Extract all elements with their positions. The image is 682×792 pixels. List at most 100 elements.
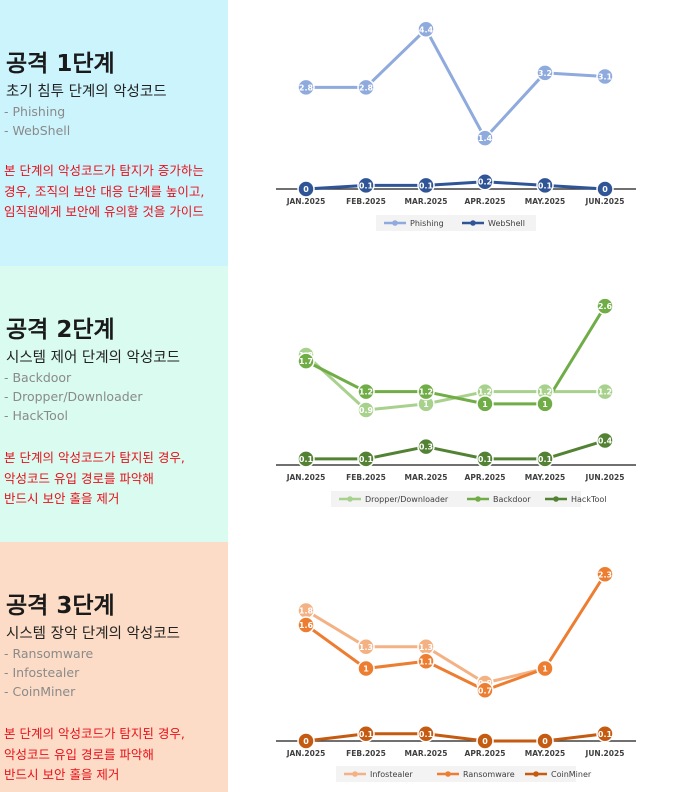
- data-label: 0.1: [359, 730, 374, 739]
- data-marker: [536, 64, 554, 82]
- guidance-line: 본 단계의 악성코드가 탐지가 증가하는: [4, 163, 204, 178]
- stage-1-malware-list: - Phishing - WebShell: [4, 102, 70, 140]
- legend-label: Backdoor: [493, 495, 531, 504]
- data-label: 1.2: [478, 388, 492, 397]
- guidance-line: 반드시 보안 홀을 제거: [4, 491, 120, 506]
- data-label: 1: [363, 665, 369, 674]
- data-point: 1.2: [596, 382, 614, 401]
- data-marker: [536, 395, 554, 413]
- stage-2-guidance: 본 단계의 악성코드가 탐지된 경우, 악성코드 유입 경로를 파악해 반드시 …: [4, 448, 185, 510]
- x-tick-label: JAN.2025: [286, 473, 326, 482]
- data-point: 0.3: [417, 437, 435, 456]
- legend-label: WebShell: [488, 219, 525, 228]
- data-point: 1.6: [297, 616, 315, 634]
- data-point: 0.1: [417, 176, 435, 195]
- data-marker: [297, 180, 315, 198]
- data-point: 0.1: [357, 176, 375, 195]
- list-item: - Ransomware: [4, 646, 94, 661]
- data-label: 1.7: [299, 357, 313, 366]
- x-tick-label: JUN.2025: [585, 749, 625, 758]
- data-point: 0.1: [596, 725, 614, 743]
- data-point: 0.1: [357, 450, 375, 468]
- data-label: 1.4: [478, 134, 493, 143]
- chart-legend: Phishing WebShell: [376, 215, 536, 231]
- data-point: 0: [596, 180, 614, 198]
- data-label: 0.1: [478, 455, 493, 464]
- data-marker: [476, 450, 494, 468]
- data-label: 0.1: [538, 455, 553, 464]
- data-marker: [357, 78, 375, 97]
- x-tick-label: JAN.2025: [286, 749, 326, 758]
- data-label: 0.4: [598, 437, 613, 446]
- legend-marker: [352, 771, 358, 777]
- data-label: 0: [542, 737, 548, 746]
- legend-label: Phishing: [410, 219, 444, 228]
- stage-3-panel: 공격 3단계 시스템 장악 단계의 악성코드 - Ransomware - In…: [0, 542, 228, 792]
- legend-item: WebShell: [462, 219, 525, 228]
- data-marker: [357, 638, 375, 656]
- data-label: 1.3: [359, 643, 373, 652]
- stage-2-title: 공격 2단계: [6, 317, 115, 343]
- stage-1-line-chart: JAN.2025 FEB.2025 MAR.2025 APR.2025 MAY.2025…: [276, 20, 636, 231]
- stage-1-panel: 공격 1단계 초기 침투 단계의 악성코드 - Phishing - WebSh…: [0, 0, 228, 266]
- data-point: 0.7: [476, 681, 494, 699]
- data-point: 1.3: [417, 638, 435, 656]
- data-point: 1.4: [476, 129, 494, 147]
- data-marker: [297, 616, 315, 634]
- stage-2-line-chart: JAN.2025 FEB.2025 MAR.2025 APR.2025 MAY.2025…: [276, 297, 636, 507]
- stage-2-malware-list: - Backdoor - Dropper/Downloader - HackTo…: [4, 368, 143, 425]
- legend-item: Dropper/Downloader: [339, 495, 449, 504]
- legend-item: Phishing: [384, 219, 444, 228]
- data-marker: [357, 450, 375, 468]
- data-label: 1.3: [419, 643, 433, 652]
- guidance-line: 악성코드 유입 경로를 파악해: [4, 470, 154, 486]
- series-line-backdoor: [305, 305, 607, 406]
- data-marker: [536, 450, 554, 468]
- data-marker: [417, 725, 435, 743]
- data-label: 1.6: [299, 621, 314, 630]
- x-tick-label: FEB.2025: [346, 749, 386, 758]
- data-marker: [596, 725, 614, 743]
- x-tick-label: MAY.2025: [525, 473, 565, 482]
- data-point: 2.6: [596, 297, 614, 315]
- data-marker: [417, 437, 435, 456]
- data-marker: [536, 659, 554, 678]
- legend-marker: [347, 496, 353, 502]
- legend-marker: [470, 220, 476, 226]
- data-marker: [476, 172, 494, 191]
- data-point: 1.3: [357, 638, 375, 656]
- legend-label: Dropper/Downloader: [365, 495, 449, 504]
- legend-label: Infostealer: [370, 770, 413, 779]
- x-tick-label: MAY.2025: [525, 197, 565, 206]
- x-tick-label: JAN.2025: [286, 197, 326, 206]
- data-point: 0.4: [596, 431, 614, 450]
- list-item: - Phishing: [4, 104, 66, 119]
- data-marker: [297, 732, 315, 750]
- data-marker: [417, 176, 435, 195]
- x-tick-label: MAY.2025: [525, 749, 565, 758]
- data-label: 0.9: [359, 406, 374, 415]
- data-point: 2.8: [297, 78, 315, 97]
- data-label: 0.1: [359, 181, 374, 190]
- data-label: 2.6: [598, 302, 613, 311]
- data-label: 0.1: [419, 730, 434, 739]
- stage-3-guidance: 본 단계의 악성코드가 탐지된 경우, 악성코드 유입 경로를 파악해 반드시 …: [4, 724, 185, 786]
- data-label: 0.1: [598, 730, 613, 739]
- data-point: 2.8: [357, 78, 375, 97]
- data-point: 1.1: [417, 652, 435, 670]
- data-marker: [297, 450, 315, 468]
- guidance-line: 임직원에게 보안에 유의할 것을 가이드: [4, 204, 204, 219]
- legend-item: HackTool: [545, 495, 607, 504]
- legend-marker: [445, 771, 451, 777]
- data-point: 0: [297, 180, 315, 198]
- stage-3-line-chart: JAN.2025 FEB.2025 MAR.2025 APR.2025 MAY.2025…: [276, 565, 636, 782]
- data-marker: [297, 352, 315, 370]
- data-point: 0.1: [536, 176, 554, 195]
- series-line-phishing: [306, 27, 606, 140]
- list-item: - HackTool: [4, 408, 68, 423]
- guidance-line: 본 단계의 악성코드가 탐지된 경우,: [4, 450, 185, 465]
- data-point: 0.1: [536, 450, 554, 468]
- data-marker: [596, 431, 614, 450]
- data-marker: [476, 395, 494, 413]
- stage-3-title: 공격 3단계: [6, 593, 115, 619]
